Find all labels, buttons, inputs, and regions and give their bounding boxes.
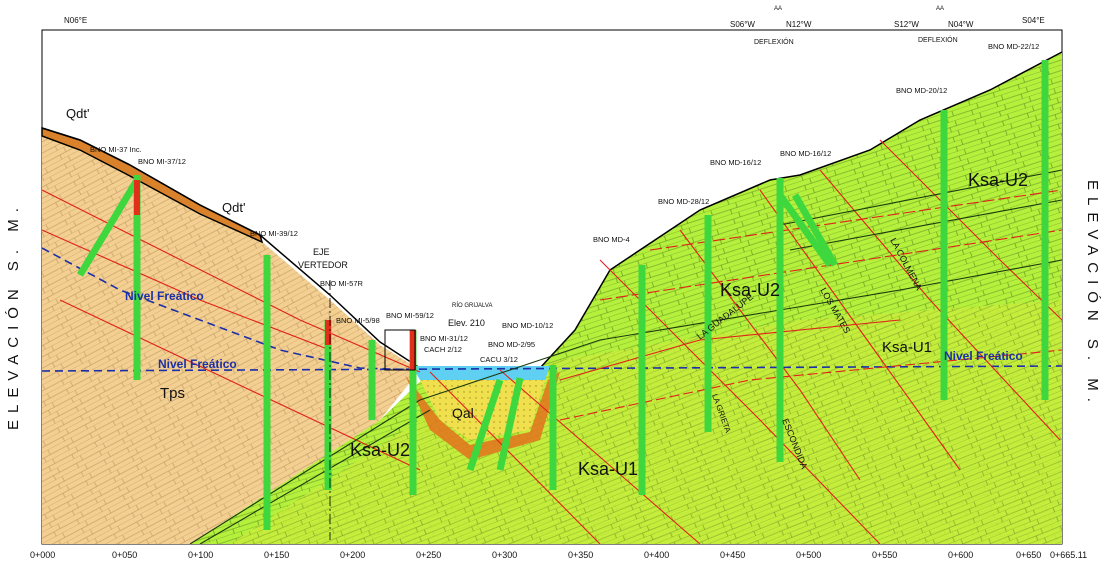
bno-label-13: BNO MD-16/12	[710, 158, 761, 167]
bedding-lines	[189, 169, 1063, 545]
channel-fill	[405, 372, 560, 460]
chainage-7: 0+350	[568, 550, 593, 560]
bno-label-6: BNO MI-31/12	[420, 334, 468, 343]
bno-label-0: BNO MI-37 Inc.	[90, 145, 142, 154]
bno-label-9: CACH 2/12	[424, 345, 462, 354]
deflexion-1-arrow: AA	[774, 6, 782, 12]
borehole-labels: BNO MI-37 Inc. BNO MI-37/12 BNO MI-39/12…	[90, 42, 1039, 364]
chainage-10: 0+500	[796, 550, 821, 560]
elev-label: Elev. 210	[448, 318, 485, 328]
deflexion-2-arrow: AA	[936, 6, 944, 12]
unit-ksa-u2-right: Ksa-U2	[720, 280, 780, 300]
unit-ksa-u2-top: Ksa-U2	[968, 170, 1028, 190]
ground-line-left	[41, 127, 421, 369]
bno-label-12: BNO MD-28/12	[658, 197, 709, 206]
chainage-12: 0+600	[948, 550, 973, 560]
bno-label-5: BNO MI-59/12	[386, 311, 434, 320]
deflexion-1-label: DEFLEXIÓN	[754, 37, 794, 46]
chainage-5: 0+250	[416, 550, 441, 560]
water-table-label-1: Nivel Freático	[125, 289, 204, 303]
bno-label-11: BNO MD-4	[593, 235, 630, 244]
bno-label-14: BNO MD-16/12	[780, 149, 831, 158]
eje-vertedor-label: EJE VERTEDOR	[298, 247, 348, 270]
chainage-2: 0+100	[188, 550, 213, 560]
chainage-axis: 0+000 0+050 0+100 0+150 0+200 0+250 0+30…	[30, 550, 1087, 560]
river-label: RÍO GRIJALVA	[452, 302, 492, 309]
direction-right: S04°E	[1022, 16, 1045, 25]
side-label-right: ELEVACIÓN S. M.	[1084, 180, 1101, 409]
unit-tps: Tps	[160, 385, 185, 402]
water-table-label-2: Nivel Freático	[158, 357, 237, 371]
bno-label-1: BNO MI-37/12	[138, 157, 186, 166]
fault-lines	[41, 139, 1063, 545]
chainage-8: 0+400	[644, 550, 669, 560]
chainage-1: 0+050	[112, 550, 137, 560]
bno-label-8: BNO MD-2/95	[488, 340, 535, 349]
unit-ksa-u1-right: Ksa-U1	[882, 339, 932, 356]
unit-qdt-1: Qdt'	[66, 106, 89, 121]
unit-qdt-2: Qdt'	[222, 200, 245, 215]
water-table-label-3: Nivel Freático	[944, 349, 1023, 363]
unit-qal: Qal	[452, 405, 474, 421]
chainage-4: 0+200	[340, 550, 365, 560]
borehole-red-segments	[134, 180, 416, 370]
chainage-13: 0+650	[1016, 550, 1041, 560]
bno-label-16: BNO MD-22/12	[988, 42, 1039, 51]
deflexion-2-right: N04°W	[948, 20, 974, 29]
direction-left: N06°E	[64, 16, 87, 25]
bno-label-2: BNO MI-39/12	[250, 229, 298, 238]
deflexion-2-label: DEFLEXIÓN	[918, 35, 958, 44]
spillway-structure	[384, 329, 416, 371]
side-label-left: ELEVACIÓN S. M.	[5, 201, 22, 430]
bno-label-4: BNO MI-5/98	[336, 316, 380, 325]
chainage-9: 0+450	[720, 550, 745, 560]
chainage-0: 0+000	[30, 550, 55, 560]
chainage-3: 0+150	[264, 550, 289, 560]
unit-ksa-u2-left: Ksa-U2	[350, 440, 410, 460]
ground-line-right	[539, 51, 1063, 369]
bno-label-10: CACU 3/12	[480, 355, 518, 364]
deflexion-2-left: S12°W	[894, 20, 919, 29]
chainage-11: 0+550	[872, 550, 897, 560]
deflexion-1-right: N12°W	[786, 20, 812, 29]
bno-label-15: BNO MD-20/12	[896, 86, 947, 95]
deflexion-1-left: S06°W	[730, 20, 755, 29]
chainage-14: 0+665.11	[1050, 550, 1087, 560]
bno-label-7: BNO MD-10/12	[502, 321, 553, 330]
bno-label-3: BNO MI-57R	[320, 279, 364, 288]
unit-ksa-u1-center: Ksa-U1	[578, 459, 638, 479]
ksa-u1-band	[230, 300, 1062, 544]
chainage-6: 0+300	[492, 550, 517, 560]
